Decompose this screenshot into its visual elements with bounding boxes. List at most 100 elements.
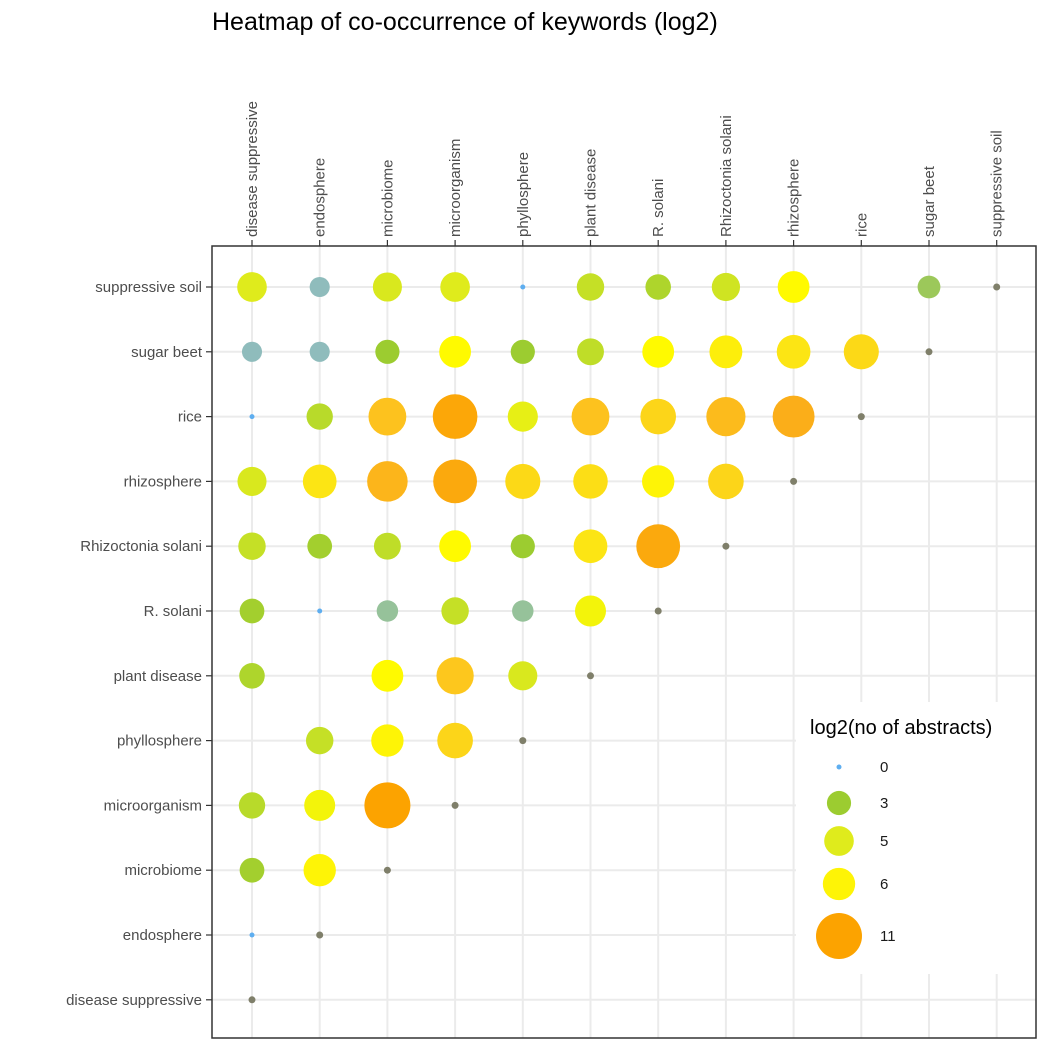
data-point (440, 272, 470, 302)
diagonal-point (925, 348, 933, 356)
data-point (577, 338, 604, 366)
data-point (237, 272, 267, 302)
data-point (711, 272, 741, 302)
data-point (642, 465, 675, 498)
legend-keys: 0 3 5 6 11 (816, 759, 896, 959)
legend-key (816, 913, 862, 959)
x-tick-label: plant disease (583, 149, 600, 237)
diagonal-point (587, 672, 594, 680)
data-point (436, 657, 474, 695)
data-point (303, 854, 336, 887)
data-point (364, 782, 411, 829)
data-point (505, 463, 541, 499)
data-point (571, 397, 610, 436)
data-point (237, 466, 267, 496)
data-point (249, 414, 255, 420)
data-point (375, 339, 400, 364)
data-point (520, 284, 526, 290)
data-point (439, 335, 472, 368)
data-point (512, 600, 534, 622)
diagonal-point (519, 737, 527, 745)
legend-label: 5 (880, 833, 888, 850)
data-point (508, 661, 538, 691)
x-tick-label: microorganism (447, 139, 464, 237)
legend-key (826, 790, 852, 816)
data-point (307, 533, 333, 559)
data-point (368, 397, 407, 436)
diagonal-point (790, 477, 798, 485)
y-tick-label: Rhizoctonia solani (80, 538, 202, 555)
legend-title: log2(no of abstracts) (810, 717, 992, 739)
data-point (304, 789, 336, 821)
data-point (376, 600, 399, 622)
data-point (305, 726, 334, 755)
data-points (237, 271, 1001, 1004)
data-point (239, 598, 265, 624)
data-point (706, 397, 746, 437)
diagonal-point (248, 996, 256, 1004)
x-axis-ticks: disease suppressive endosphere microbiome m… (244, 101, 1006, 246)
legend: log2(no of abstracts) 0 3 5 6 11 (796, 702, 1036, 974)
diagonal-point (993, 283, 1001, 291)
x-tick-label: R. solani (650, 179, 667, 237)
data-point (317, 608, 323, 614)
x-tick-label: phyllosphere (515, 152, 532, 237)
legend-key (836, 764, 842, 770)
data-point (309, 276, 330, 298)
y-tick-label: plant disease (114, 668, 202, 685)
x-tick-label: disease suppressive (244, 101, 261, 237)
y-tick-label: rhizosphere (124, 473, 202, 490)
data-point (575, 595, 606, 627)
data-point (843, 334, 879, 370)
legend-key (822, 867, 856, 901)
x-tick-label: microbiome (379, 159, 396, 237)
data-point (776, 334, 811, 369)
y-tick-label: R. solani (144, 603, 202, 620)
data-point (636, 524, 681, 569)
x-tick-label: rhizosphere (786, 159, 803, 237)
y-tick-label: suppressive soil (95, 279, 202, 296)
y-tick-label: endosphere (123, 927, 202, 944)
legend-label: 0 (880, 759, 888, 776)
data-point (239, 663, 265, 689)
y-axis-ticks: suppressive soil sugar beet rice rhizospher… (66, 279, 212, 1009)
legend-label: 3 (880, 795, 888, 812)
data-point (642, 335, 675, 368)
legend-label: 11 (880, 928, 896, 945)
chart-title: Heatmap of co-occurrence of keywords (lo… (212, 8, 718, 36)
x-tick-label: Rhizoctonia solani (718, 115, 735, 237)
data-point (433, 459, 478, 504)
data-point (239, 857, 265, 883)
data-point (432, 394, 478, 439)
data-point (373, 532, 401, 560)
data-point (708, 463, 744, 500)
panel-frame (211, 245, 1037, 1039)
diagonal-point (722, 542, 730, 550)
y-tick-label: microorganism (104, 797, 202, 814)
panel-border (211, 245, 1037, 1039)
legend-key (824, 826, 854, 856)
x-tick-label: rice (853, 213, 870, 237)
y-tick-label: rice (178, 409, 202, 426)
data-point (372, 272, 402, 302)
data-point (510, 534, 535, 559)
data-point (507, 401, 538, 432)
data-point (777, 271, 810, 303)
data-point (367, 461, 408, 502)
x-tick-label: sugar beet (921, 165, 938, 237)
data-point (309, 341, 330, 362)
data-point (772, 395, 815, 438)
data-point (437, 722, 473, 759)
diagonal-point (654, 607, 662, 615)
data-point (573, 529, 608, 564)
data-point (302, 464, 337, 499)
data-point (645, 274, 671, 300)
data-point (441, 597, 469, 625)
data-point (238, 532, 266, 560)
y-tick-label: microbiome (124, 862, 202, 879)
diagonal-point (383, 866, 391, 874)
y-tick-label: phyllosphere (117, 733, 202, 750)
diagonal-point (857, 413, 865, 421)
x-tick-label: suppressive soil (989, 130, 1006, 237)
